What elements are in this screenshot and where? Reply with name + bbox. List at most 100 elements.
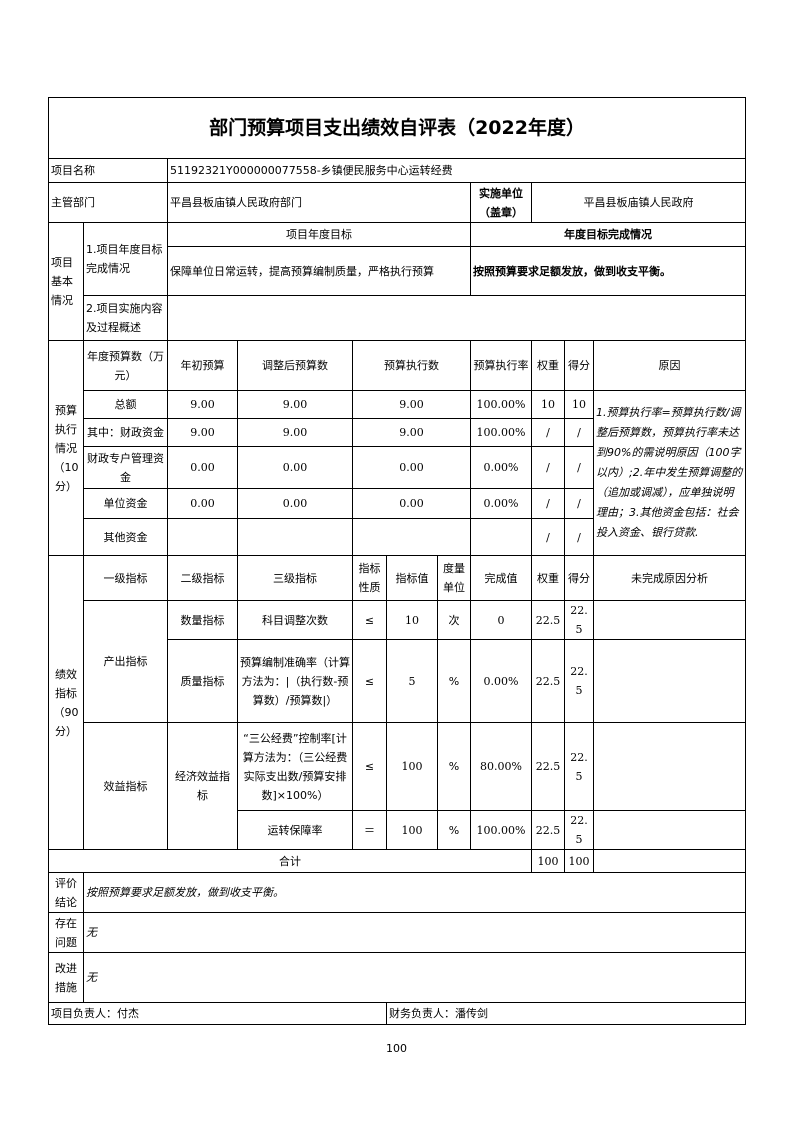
cell: 5 — [386, 639, 438, 723]
cell: 22.5 — [531, 722, 565, 811]
budget-header: 权重 — [531, 340, 565, 391]
cell: 0.00% — [470, 639, 532, 723]
budget-header: 得分 — [564, 340, 594, 391]
cell: / — [564, 418, 594, 447]
cell: 10 — [564, 390, 594, 419]
level2: 质量指标 — [167, 639, 238, 723]
cell: 科目调整次数 — [237, 600, 353, 640]
cell: 0.00% — [470, 488, 532, 519]
budget-header: 预算执行数 — [352, 340, 471, 391]
total-weight: 100 — [531, 849, 565, 873]
cell: / — [531, 488, 565, 519]
problem-label: 存在问题 — [48, 912, 84, 953]
cell: / — [531, 518, 565, 556]
improve-label: 改进措施 — [48, 952, 84, 1003]
cell: ≤ — [352, 600, 387, 640]
done-head: 年度目标完成情况 — [469, 222, 747, 247]
perf-header: 一级指标 — [83, 555, 168, 601]
perf-header: 权重 — [531, 555, 565, 601]
cell: 9.00 — [352, 390, 471, 419]
improve: 无 — [82, 952, 747, 1003]
budget-reason: 1.预算执行率=预算执行数/调整后预算数，预算执行率未达到90%的需说明原因（1… — [592, 390, 747, 556]
cell: ≤ — [352, 639, 387, 723]
cell — [592, 600, 747, 640]
cell: 22.5 — [531, 639, 565, 723]
goal-head: 项目年度目标 — [167, 222, 471, 247]
perf-header: 得分 — [564, 555, 594, 601]
budget-header: 年初预算 — [167, 340, 238, 391]
cell: “三公经费”控制率[计算方法为：（三公经费实际支出数/预算安排数]×100%） — [237, 722, 353, 811]
perf-row: 质量指标 预算编制准确率（计算方法为：|（执行数-预算数）/预算数|） ≤ 5 … — [49, 639, 747, 723]
budget-row: 单位资金 0.00 0.00 0.00 0.00% / / — [49, 488, 746, 519]
cell — [237, 518, 353, 556]
total-label: 合计 — [48, 849, 532, 873]
cell: 总额 — [83, 390, 168, 419]
perf-row: 产出指标 数量指标 科目调整次数 ≤ 10 次 0 22.5 22.5 — [49, 600, 747, 723]
project-name-label: 项目名称 — [48, 158, 168, 183]
budget-row: 其中：财政资金 9.00 9.00 9.00 100.00% / / — [49, 418, 746, 447]
cell: / — [531, 446, 565, 489]
project-name: 51192321Y000000077558-乡镇便民服务中心运转经费 — [166, 158, 747, 183]
perf-header: 二级指标 — [167, 555, 238, 601]
dept: 平昌县板庙镇人民政府部门 — [167, 182, 471, 223]
cell: / — [564, 488, 594, 519]
problem: 无 — [82, 912, 747, 953]
cell — [470, 518, 532, 556]
cell: 22.5 — [564, 722, 594, 811]
budget-row: 财政专户管理资金 0.00 0.00 0.00 0.00% / / — [49, 446, 746, 489]
cell: % — [437, 639, 471, 723]
cell: ≤ — [352, 722, 387, 811]
cell: 9.00 — [237, 418, 353, 447]
budget-label: 预算执行情况（10分） — [48, 340, 84, 556]
cell: 其他资金 — [83, 518, 168, 556]
budget-row: 总额 9.00 9.00 9.00 100.00% 10 10 1.预算执行率=… — [49, 390, 747, 556]
cell: 100.00% — [470, 390, 532, 419]
cell: ＝ — [352, 810, 387, 850]
cell: 9.00 — [352, 418, 471, 447]
level2: 数量指标 — [167, 600, 238, 640]
cell: 0.00 — [352, 446, 471, 489]
perf-header: 未完成原因分析 — [592, 555, 747, 601]
cell: 运转保障率 — [237, 810, 353, 850]
page-number: 100 — [386, 1042, 407, 1055]
cell: 100 — [386, 722, 438, 811]
cell: 0.00 — [237, 446, 353, 489]
cell — [592, 849, 747, 873]
perf-header: 度量单位 — [437, 555, 471, 601]
finance-leader: 财务负责人：潘传剑 — [385, 1002, 747, 1025]
conclusion-label: 评价结论 — [48, 872, 84, 913]
perf-header: 指标性质 — [352, 555, 387, 601]
impl: 平昌县板庙镇人民政府 — [530, 182, 747, 223]
cell: 次 — [437, 600, 471, 640]
perf-header: 三级指标 — [237, 555, 353, 601]
process-label: 2.项目实施内容及过程概述 — [83, 295, 168, 341]
page-title: 部门预算项目支出绩效自评表（2022年度） — [47, 97, 747, 159]
budget-header: 调整后预算数 — [237, 340, 353, 391]
cell: / — [564, 518, 594, 556]
cell: 9.00 — [167, 418, 238, 447]
conclusion: 按照预算要求足额发放，做到收支平衡。 — [82, 872, 747, 913]
cell: 22.5 — [531, 600, 565, 640]
basic-label: 项目基本情况 — [48, 222, 84, 341]
perf-row: 效益指标 经济效益指标 “三公经费”控制率[计算方法为：（三公经费实际支出数/预… — [49, 722, 747, 850]
impl-label: 实施单位（盖章） — [470, 182, 532, 223]
cell: 80.00% — [470, 722, 532, 811]
cell — [592, 810, 747, 850]
cell: 0.00 — [352, 488, 471, 519]
cell: 22.5 — [564, 600, 594, 640]
cell: % — [437, 810, 471, 850]
cell: 22.5 — [564, 810, 594, 850]
cell: 预算编制准确率（计算方法为：|（执行数-预算数）/预算数|） — [237, 639, 353, 723]
project-leader: 项目负责人：付杰 — [48, 1002, 387, 1025]
cell: 10 — [531, 390, 565, 419]
cell: 100 — [386, 810, 438, 850]
cell: 0 — [470, 600, 532, 640]
cell: 0.00% — [470, 446, 532, 489]
cell — [167, 518, 238, 556]
level1: 效益指标 — [83, 722, 168, 850]
total-row: 合计 100 100 — [48, 849, 747, 873]
done: 按照预算要求足额发放，做到收支平衡。 — [469, 246, 747, 296]
dept-label: 主管部门 — [48, 182, 168, 223]
cell — [592, 639, 747, 723]
perf-header: 指标值 — [386, 555, 438, 601]
